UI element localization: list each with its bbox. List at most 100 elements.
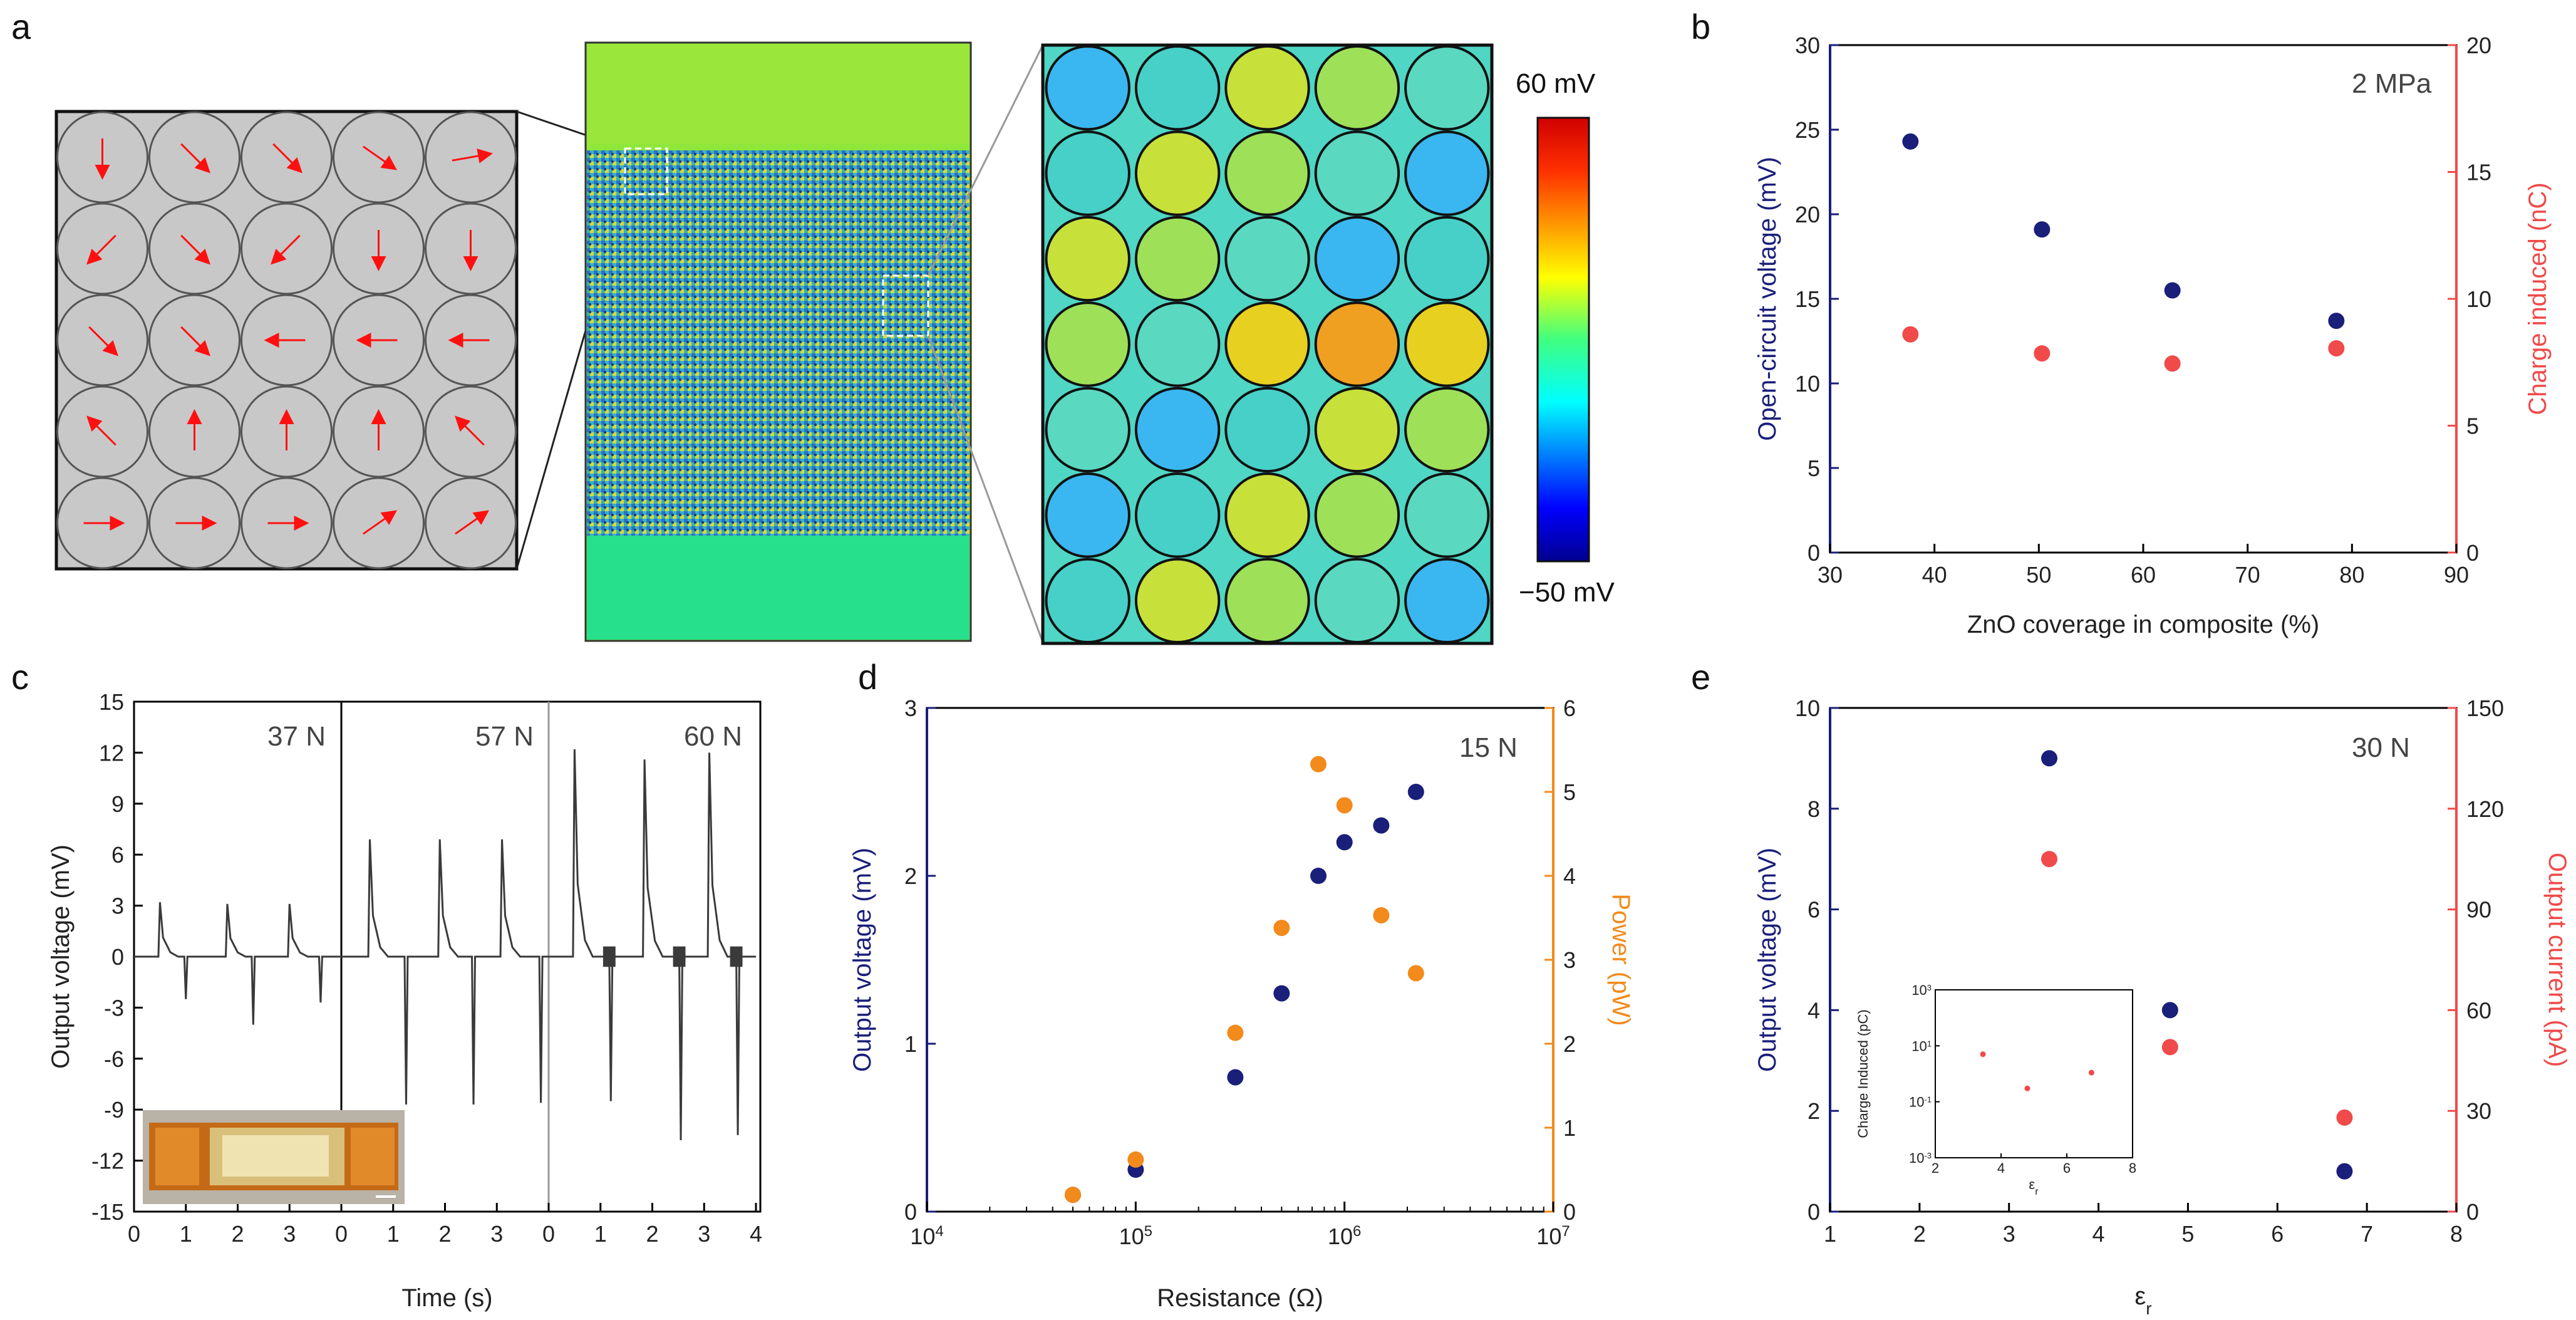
y-axis: -15 -12 -9 -6 -3 0 3 6 9 12 15 <box>91 689 143 1225</box>
y-tick-label: 3 <box>1563 947 1576 973</box>
data-point <box>2164 282 2181 299</box>
panel-letter-a: a <box>11 7 31 46</box>
y-tick-label: -15 <box>91 1199 124 1225</box>
dipole-arrows <box>83 138 493 535</box>
data-point <box>1336 797 1353 814</box>
particle <box>56 294 148 387</box>
colorbar-min-label: −50 mV <box>1519 577 1615 608</box>
y-tick-label: 15 <box>99 689 124 715</box>
potential-cell <box>1045 472 1130 558</box>
potential-cell <box>1314 301 1400 387</box>
y-axis-left-title: Open-circuit voltage (mV) <box>1754 157 1781 440</box>
particle <box>425 294 517 387</box>
dipole-arrow <box>271 234 301 265</box>
y-tick-label: 30 <box>1795 33 1820 58</box>
data-point <box>2336 1109 2353 1126</box>
particle <box>56 111 148 204</box>
y-axis-left: 0 1 2 3 <box>904 695 936 1225</box>
potential-cell <box>1045 558 1130 643</box>
potential-cells <box>1045 44 1490 643</box>
inset-data-point <box>2024 1085 2030 1091</box>
x-tick-label: 104 <box>910 1223 943 1250</box>
particle <box>241 111 333 204</box>
y-axis-right-title: Output current (pA) <box>2543 853 2571 1067</box>
dipole-arrow <box>88 326 118 356</box>
zoom-line <box>927 335 1044 643</box>
potential-cell <box>1404 130 1490 216</box>
potential-cell <box>1314 387 1400 473</box>
x-tick-label: 80 <box>2339 562 2364 588</box>
x-axis-title: εr <box>2134 1282 2151 1318</box>
y-tick-label: 4 <box>1563 863 1576 889</box>
data-point <box>1064 1187 1081 1203</box>
plot-frame <box>1829 44 2458 554</box>
inset-x-tick-label: 4 <box>1997 1160 2005 1176</box>
force-labels: 37 N 57 N 60 N <box>267 721 742 752</box>
y-tick-label: 90 <box>2466 897 2491 923</box>
x-tick-label: 70 <box>2235 562 2260 588</box>
y-tick-label: 0 <box>1563 1199 1576 1225</box>
data-point <box>2336 1163 2353 1180</box>
potential-cell <box>1404 558 1490 643</box>
y-tick-label: 0 <box>111 944 124 970</box>
y-tick-label: 2 <box>1563 1031 1576 1057</box>
x-tick-label: 5 <box>2181 1221 2194 1247</box>
data-point <box>2328 340 2345 356</box>
data-point <box>1373 907 1390 923</box>
y-axis-left: 0 2 4 6 8 10 <box>1795 695 1839 1225</box>
particle <box>241 477 333 569</box>
y-tick-label: 30 <box>2466 1098 2491 1124</box>
data-point <box>1273 985 1290 1002</box>
zoom-line <box>927 44 1044 276</box>
potential-cell <box>1134 558 1221 643</box>
force-label: 60 N <box>684 721 742 752</box>
particle <box>333 477 425 569</box>
particle <box>241 385 333 478</box>
x-tick-label: 2 <box>231 1221 244 1247</box>
particle <box>56 202 148 295</box>
potential-cell <box>1045 387 1130 473</box>
data-point <box>2041 851 2057 868</box>
data-points <box>1902 133 2345 372</box>
x-tick-label: 90 <box>2444 562 2469 588</box>
inset-data-point <box>1980 1051 1986 1058</box>
data-point <box>1310 756 1327 772</box>
y-tick-label: 6 <box>111 842 124 868</box>
voltage-traces <box>134 749 756 1141</box>
y-tick-label: 20 <box>2466 33 2491 58</box>
y-tick-label: 8 <box>1808 796 1820 822</box>
dipole-arrow <box>180 234 210 265</box>
x-tick-label: 40 <box>1922 562 1947 588</box>
inset-x-tick-label: 6 <box>2063 1160 2071 1176</box>
y-tick-label: 4 <box>1808 997 1820 1023</box>
y-tick-label: 15 <box>2466 160 2491 185</box>
particle <box>56 385 148 478</box>
potential-cell <box>1224 472 1310 558</box>
x-tick-label: 3 <box>490 1221 503 1247</box>
y-axis-title: Output voltage (mV) <box>47 844 75 1069</box>
condition-label: 2 MPa <box>2352 68 2432 99</box>
inset-y-tick-label: 10-1 <box>1909 1094 1932 1110</box>
particle <box>333 202 425 295</box>
plot-frame <box>1829 707 2458 1213</box>
y-axis-right-title: Charge induced (nC) <box>2524 182 2552 415</box>
dipole-arrow <box>86 415 116 446</box>
inset-y-tick-label: 10-3 <box>1909 1150 1932 1166</box>
x-tick-label: 4 <box>2092 1221 2105 1247</box>
potential-cell <box>1224 301 1310 387</box>
potential-cell <box>1045 44 1130 131</box>
data-point <box>1127 1151 1144 1168</box>
inset-y-title: Charge Induced (pC) <box>1855 1009 1871 1138</box>
data-point <box>1407 784 1424 800</box>
y-tick-label: -9 <box>104 1097 124 1123</box>
y-tick-label: 6 <box>1808 897 1820 923</box>
inset-data-point <box>2088 1069 2094 1076</box>
dipole-arrow <box>455 510 489 535</box>
dipole-arrow <box>455 415 485 446</box>
force-label: 57 N <box>475 721 534 752</box>
data-points <box>2041 750 2353 1180</box>
inset-chart: 2 4 6 8 10-3 10-1 101 103 <box>1909 982 2136 1176</box>
voltage-trace <box>549 749 756 1141</box>
dipole-arrow <box>180 326 210 356</box>
potential-cell <box>1314 44 1400 131</box>
